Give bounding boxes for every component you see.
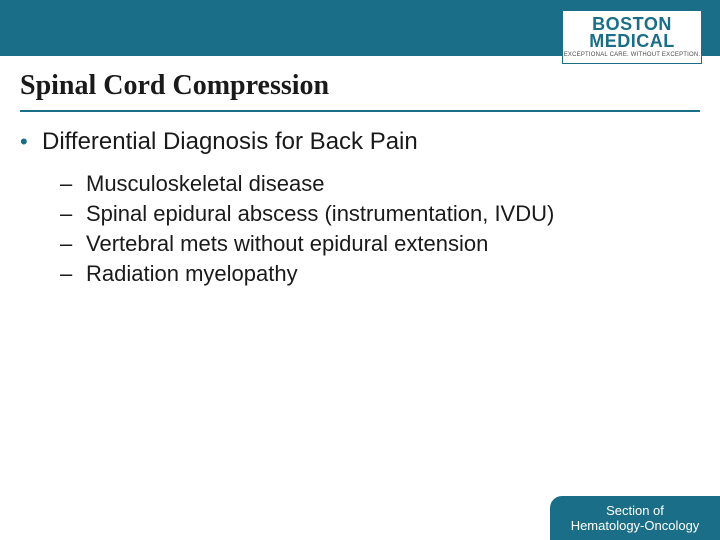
logo-text: BOSTON MEDICAL	[589, 16, 675, 48]
dash-icon: –	[60, 170, 86, 198]
list-item: – Spinal epidural abscess (instrumentati…	[60, 200, 700, 228]
list-item: – Musculoskeletal disease	[60, 170, 700, 198]
title-underline	[20, 110, 700, 112]
list-item-label: Spinal epidural abscess (instrumentation…	[86, 200, 554, 228]
bullet-text: Differential Diagnosis for Back Pain	[42, 128, 418, 156]
list-item-label: Vertebral mets without epidural extensio…	[86, 230, 488, 258]
list-item: – Radiation myelopathy	[60, 260, 700, 288]
slide-title: Spinal Cord Compression	[20, 70, 700, 108]
bullet-level1: • Differential Diagnosis for Back Pain	[20, 128, 700, 156]
logo-tagline: EXCEPTIONAL CARE. WITHOUT EXCEPTION.	[564, 52, 701, 58]
title-block: Spinal Cord Compression	[20, 70, 700, 112]
dash-icon: –	[60, 260, 86, 288]
footer-corner: Section of Hematology-Oncology	[550, 496, 720, 540]
list-item: – Vertebral mets without epidural extens…	[60, 230, 700, 258]
logo-box: BOSTON MEDICAL EXCEPTIONAL CARE. WITHOUT…	[562, 10, 702, 64]
dash-icon: –	[60, 230, 86, 258]
slide: BOSTON MEDICAL EXCEPTIONAL CARE. WITHOUT…	[0, 0, 720, 540]
footer-text: Section of Hematology-Oncology	[550, 496, 720, 540]
footer-line1: Section of	[606, 503, 664, 518]
content-area: • Differential Diagnosis for Back Pain –…	[20, 120, 700, 290]
logo-line2: MEDICAL	[589, 31, 675, 51]
list-item-label: Musculoskeletal disease	[86, 170, 324, 198]
dash-icon: –	[60, 200, 86, 228]
footer-line2: Hematology-Oncology	[571, 518, 700, 533]
bullet-icon: •	[20, 128, 42, 156]
list-item-label: Radiation myelopathy	[86, 260, 298, 288]
sub-bullet-list: – Musculoskeletal disease – Spinal epidu…	[60, 170, 700, 288]
